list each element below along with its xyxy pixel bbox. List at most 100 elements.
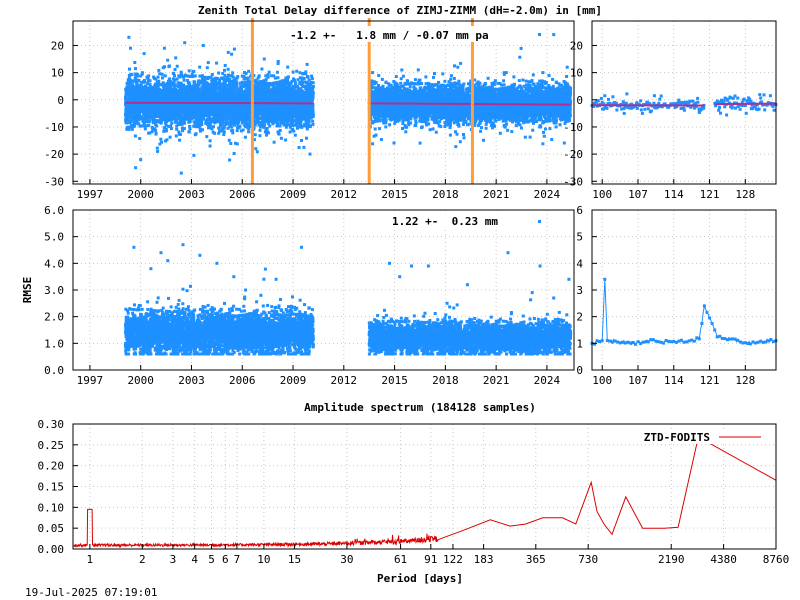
data-point	[160, 120, 163, 123]
data-point	[263, 79, 267, 83]
data-point	[174, 84, 178, 87]
data-point	[175, 124, 179, 128]
data-point	[164, 123, 168, 127]
data-point	[164, 112, 168, 116]
data-point	[131, 83, 135, 87]
data-point	[220, 76, 224, 80]
data-point	[278, 124, 282, 128]
data-point	[199, 118, 203, 122]
data-point	[222, 130, 226, 134]
data-point	[213, 131, 217, 135]
data-point	[181, 121, 184, 124]
data-point	[278, 128, 282, 132]
data-point	[191, 75, 195, 78]
data-point	[148, 82, 152, 86]
data-point	[179, 82, 183, 85]
data-point	[226, 50, 230, 54]
data-point	[172, 72, 176, 75]
data-point	[161, 76, 164, 80]
data-point	[178, 138, 182, 142]
data-point	[135, 81, 139, 85]
data-point	[175, 117, 178, 121]
data-point	[174, 91, 178, 95]
data-point	[144, 84, 148, 88]
data-point	[134, 72, 138, 76]
data-point	[161, 112, 165, 116]
data-point	[242, 85, 246, 89]
data-point	[156, 87, 160, 91]
data-point	[248, 125, 252, 128]
data-point	[136, 118, 140, 122]
data-point	[268, 124, 272, 128]
data-point	[158, 72, 162, 76]
data-point	[202, 116, 206, 120]
data-point	[175, 64, 179, 68]
data-point	[192, 82, 196, 86]
data-point	[211, 80, 215, 84]
data-point	[133, 124, 137, 128]
data-point	[198, 74, 202, 78]
figure-title: Zenith Total Delay difference of ZIMJ-ZI…	[198, 4, 602, 17]
data-point	[167, 64, 171, 68]
data-point	[157, 68, 161, 72]
data-point	[233, 123, 237, 127]
data-point	[154, 77, 158, 81]
data-point	[168, 85, 172, 89]
data-point	[258, 128, 262, 132]
data-point	[170, 95, 174, 99]
data-point	[201, 128, 204, 132]
data-point	[205, 135, 209, 139]
data-point	[132, 79, 136, 83]
data-point	[223, 82, 227, 85]
data-point	[232, 152, 236, 155]
data-point	[216, 77, 220, 81]
data-point	[247, 109, 251, 113]
data-point	[173, 68, 177, 71]
data-point	[235, 80, 239, 84]
data-point	[207, 76, 211, 79]
data-point	[247, 127, 251, 131]
data-point	[236, 75, 240, 79]
data-point	[171, 114, 175, 118]
data-point	[192, 70, 196, 73]
data-point	[188, 120, 192, 124]
data-point	[158, 142, 162, 146]
data-point	[210, 73, 214, 76]
data-point	[178, 115, 182, 119]
data-point	[240, 74, 244, 78]
data-point	[202, 112, 205, 116]
data-point	[247, 122, 251, 126]
data-point	[235, 142, 239, 146]
data-point	[186, 94, 189, 98]
data-point	[230, 52, 234, 56]
data-point	[210, 127, 214, 131]
data-point	[214, 83, 218, 87]
data-point	[174, 134, 178, 138]
data-point	[219, 85, 223, 89]
data-point	[164, 129, 168, 133]
data-point	[254, 78, 258, 82]
data-point	[263, 123, 267, 127]
data-point	[145, 124, 149, 128]
data-point	[140, 124, 144, 128]
data-point	[177, 130, 181, 134]
data-point	[235, 88, 239, 92]
data-point	[163, 65, 166, 69]
data-point	[182, 75, 186, 79]
data-point	[167, 118, 171, 122]
data-point	[192, 120, 196, 124]
data-point	[260, 67, 264, 71]
data-point	[187, 130, 191, 134]
data-point	[161, 81, 165, 85]
data-point	[222, 103, 226, 107]
data-point	[232, 81, 236, 85]
data-point	[208, 86, 212, 90]
difference-panel: 1997 2000 2003 2006 2009 2012 2015 2018 2021 2024…	[44, 18, 575, 201]
data-point	[195, 124, 199, 128]
data-point	[221, 129, 225, 133]
data-point	[266, 75, 270, 79]
data-point	[227, 97, 230, 101]
data-point	[197, 83, 201, 87]
data-point	[138, 137, 142, 140]
